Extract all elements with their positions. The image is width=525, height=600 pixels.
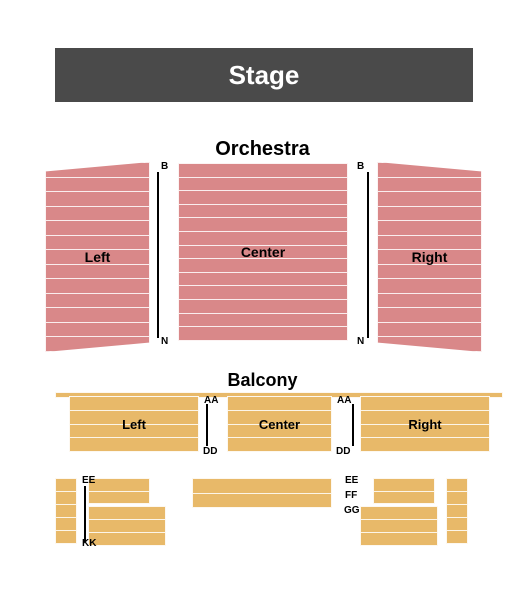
row-label: AA <box>337 395 351 406</box>
row-label: DD <box>203 446 217 457</box>
aisle-line <box>352 404 354 446</box>
balcony-lower-block[interactable] <box>88 478 150 504</box>
balcony-lower-block[interactable] <box>192 478 332 508</box>
row-label: EE <box>345 475 358 486</box>
orchestra-left-section[interactable]: Left <box>45 162 150 352</box>
row-label: N <box>357 336 364 347</box>
aisle-line <box>206 404 208 446</box>
balcony-lower-block[interactable] <box>373 478 435 504</box>
orchestra-center-section[interactable]: Center <box>178 163 348 341</box>
row-label: B <box>161 161 168 172</box>
row-label: N <box>161 336 168 347</box>
row-label: FF <box>345 490 357 501</box>
stage-block: Stage <box>55 48 473 102</box>
orchestra-title: Orchestra <box>0 138 525 161</box>
row-label: B <box>357 161 364 172</box>
aisle-line <box>84 486 86 542</box>
seating-chart: Stage Orchestra Balcony Left Center Righ… <box>0 0 525 600</box>
row-label: DD <box>336 446 350 457</box>
balcony-lower-block[interactable] <box>88 506 166 546</box>
balcony-right-section[interactable]: Right <box>360 396 490 452</box>
row-label: GG <box>344 505 360 516</box>
stage-label: Stage <box>229 60 300 91</box>
orchestra-right-section[interactable]: Right <box>377 162 482 352</box>
balcony-lower-block[interactable] <box>446 478 468 544</box>
aisle-line <box>157 172 159 338</box>
balcony-center-section[interactable]: Center <box>227 396 332 452</box>
balcony-lower-block[interactable] <box>360 506 438 546</box>
row-label: EE <box>82 475 95 486</box>
balcony-lower-block[interactable] <box>55 478 77 544</box>
balcony-left-section[interactable]: Left <box>69 396 199 452</box>
balcony-title: Balcony <box>0 370 525 391</box>
aisle-line <box>367 172 369 338</box>
